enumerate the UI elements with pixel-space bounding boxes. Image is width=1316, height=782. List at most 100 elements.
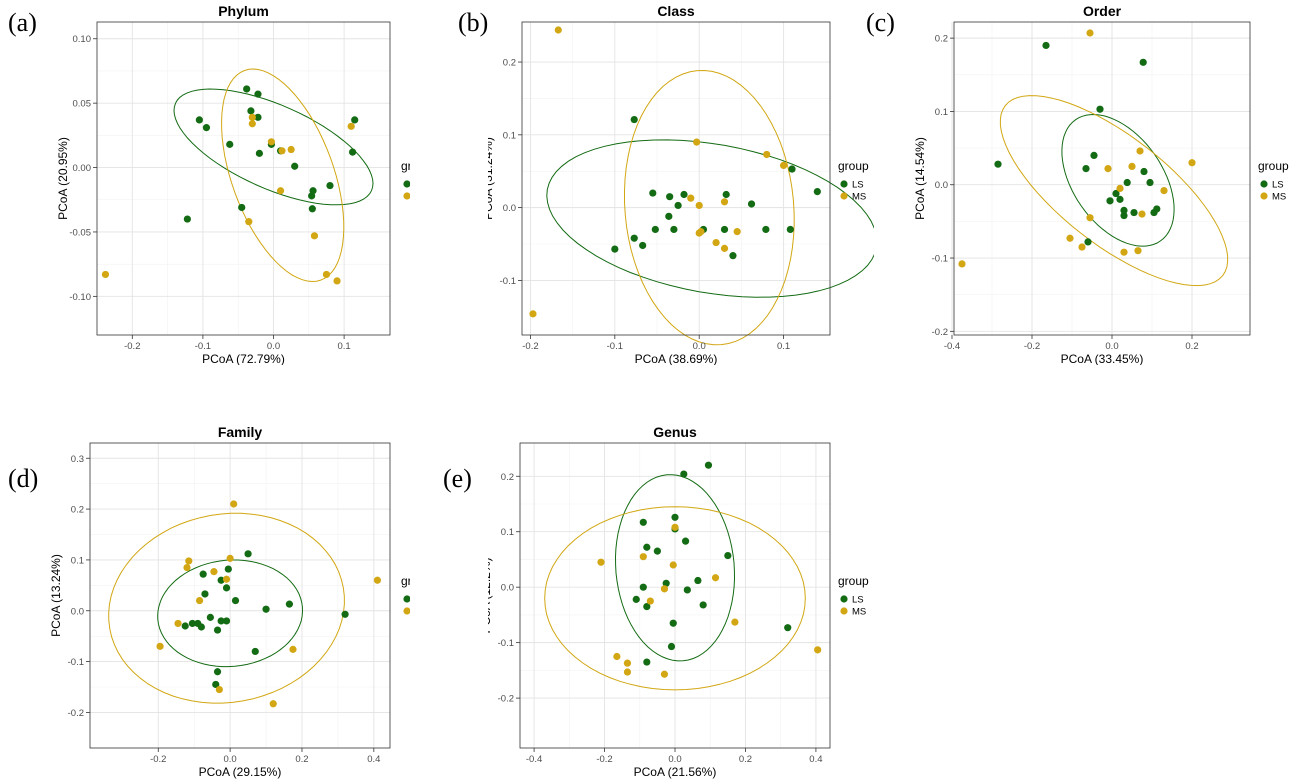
data-point-ls — [181, 622, 189, 630]
x-tick-label: 0.0 — [267, 341, 280, 352]
data-point-ls — [670, 225, 678, 234]
series-ms — [529, 26, 788, 318]
data-point-ms — [1078, 243, 1086, 251]
x-axis-label: PCoA (72.79%) — [202, 352, 285, 365]
data-point-ls — [643, 602, 651, 611]
data-point-ms — [711, 574, 720, 582]
data-point-ls — [351, 116, 359, 124]
panel-letter: (a) — [8, 8, 37, 37]
data-point-ls — [681, 537, 690, 545]
data-point-ls — [694, 576, 702, 585]
data-point-ls — [722, 190, 730, 199]
data-point-ms — [669, 561, 677, 569]
data-point-ms — [267, 138, 275, 146]
x-tick-label: -0.2 — [522, 341, 538, 352]
legend-title: group — [401, 159, 410, 173]
y-axis-label: PCoA (20.95%) — [56, 137, 70, 220]
confidence-ellipse-ms — [221, 68, 345, 283]
data-point-ls — [813, 188, 821, 196]
data-point-ms — [1120, 248, 1128, 256]
data-point-ls — [202, 124, 211, 132]
legend-key-ls — [403, 595, 410, 603]
y-tick-label: 0.05 — [73, 99, 92, 110]
data-point-ls — [1090, 151, 1098, 160]
data-point-ls — [1123, 178, 1131, 187]
data-point-ms — [712, 238, 720, 247]
data-point-ls — [669, 619, 677, 627]
x-tick-label: 0.1 — [777, 341, 790, 352]
confidence-ellipse-ms — [999, 95, 1229, 287]
x-tick-label: 0.0 — [693, 341, 706, 352]
data-point-ls — [665, 212, 673, 220]
panel-letter: (e) — [443, 464, 472, 493]
confidence-ellipse-ls — [546, 139, 874, 298]
data-point-ls — [188, 619, 196, 628]
legend-label: LS — [1272, 180, 1284, 191]
x-tick-label: -0.1 — [607, 341, 623, 352]
legend-key-ms — [403, 607, 410, 615]
data-point-ms — [695, 229, 703, 237]
data-point-ls — [326, 181, 334, 190]
data-point-ls — [1084, 238, 1092, 246]
data-point-ms — [373, 576, 382, 584]
data-point-ms — [613, 652, 621, 661]
data-point-ls — [747, 200, 756, 208]
data-point-ms — [1134, 247, 1142, 255]
confidence-ellipse-ls — [157, 559, 304, 668]
data-point-ls — [667, 642, 676, 651]
data-point-ms — [733, 228, 741, 236]
data-point-ls — [244, 550, 252, 558]
data-point-ms — [660, 585, 669, 593]
data-point-ms — [101, 270, 110, 279]
data-point-ms — [1160, 186, 1168, 195]
series-ls — [611, 115, 821, 260]
data-point-ls — [724, 551, 732, 560]
y-tick-label: 0.1 — [71, 555, 84, 566]
pcoa-plot-order: -0.4 -0.2 0.0 0.2 -0.2 -0.1 0.0 0.1 0.2 Order PCoA… — [913, 3, 1289, 365]
data-point-ls — [1146, 178, 1154, 187]
x-axis-label: PCoA (33.45%) — [1061, 352, 1144, 365]
series-ls — [181, 550, 349, 689]
y-tick-label: 0.1 — [503, 130, 516, 141]
data-point-ls — [639, 241, 647, 250]
legend-label: LS — [852, 595, 864, 606]
data-point-ls — [291, 162, 299, 170]
data-point-ms — [720, 244, 729, 252]
y-tick-label: 0.0 — [501, 583, 514, 594]
x-tick-label: 0.2 — [295, 754, 308, 765]
y-tick-label: -0.05 — [69, 227, 91, 238]
pcoa-plot-family: -0.2 0.0 0.2 0.4 -0.2 -0.1 0.0 0.1 0.2 0.3 Family P… — [50, 424, 410, 779]
data-point-ms — [230, 500, 238, 508]
data-point-ms — [958, 260, 966, 268]
chart-title: Phylum — [218, 3, 269, 19]
plot-border — [953, 21, 1251, 336]
data-point-ms — [639, 553, 647, 561]
data-point-ls — [243, 85, 251, 93]
series-ls — [994, 41, 1161, 246]
data-point-ls — [784, 624, 792, 632]
data-point-ls — [649, 189, 657, 197]
plot-border — [96, 21, 391, 336]
y-tick-label: 0.00 — [73, 163, 92, 174]
data-point-ls — [630, 234, 638, 242]
data-point-ms — [687, 194, 695, 202]
legend-title: group — [1258, 159, 1289, 173]
y-tick-label: 0.10 — [73, 34, 92, 45]
data-point-ms — [814, 646, 822, 654]
pcoa-plot-class: -0.2 -0.1 0.0 0.1 -0.1 0.0 0.1 0.2 Class PCoA (38… — [488, 3, 874, 365]
data-point-ls — [206, 613, 214, 621]
y-tick-label: -0.1 — [68, 657, 84, 668]
data-point-ls — [226, 140, 234, 148]
data-point-ms — [1128, 162, 1136, 171]
data-point-ls — [632, 595, 640, 603]
data-point-ms — [1188, 159, 1196, 167]
grid — [90, 443, 390, 748]
data-point-ls — [255, 149, 263, 157]
y-tick-label: -0.1 — [498, 638, 514, 649]
plot-border — [521, 21, 831, 336]
data-point-ms — [1086, 214, 1094, 222]
y-tick-label: 0.2 — [501, 472, 514, 483]
data-point-ls — [309, 187, 317, 195]
